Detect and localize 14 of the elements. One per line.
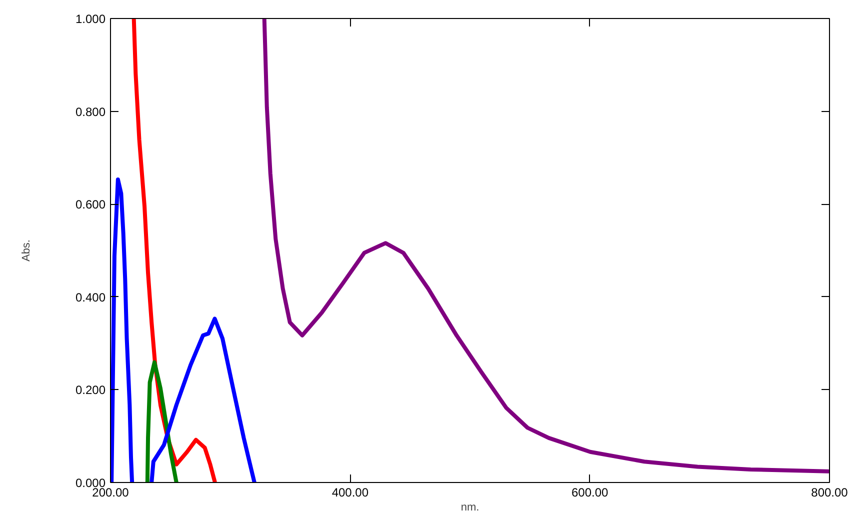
- y-tick-label: 0.800: [75, 104, 106, 119]
- line-series: [262, 18, 830, 474]
- x-tick-label: 400.00: [332, 486, 369, 500]
- line-series: [150, 316, 256, 482]
- y-axis-title: Abs.: [20, 239, 32, 262]
- line-series: [110, 178, 134, 482]
- y-tick-label: 0.200: [75, 383, 106, 398]
- y-tick-label: 0.600: [75, 198, 106, 212]
- x-tick-label: 600.00: [571, 486, 609, 500]
- x-tick-label: 800.00: [811, 486, 848, 500]
- line-series: [145, 360, 178, 482]
- y-tick-label: 0.400: [75, 290, 106, 304]
- x-axis-title: nm.: [460, 502, 480, 514]
- y-tick-label: 1.000: [75, 12, 106, 26]
